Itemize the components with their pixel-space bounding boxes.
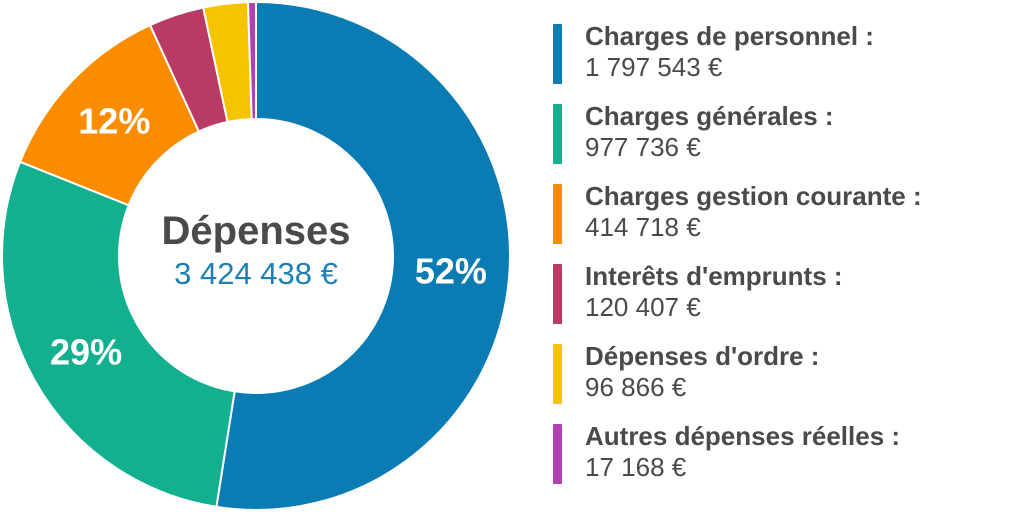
donut-slice-1	[1, 160, 236, 509]
center-total: 3 424 438 €	[174, 256, 338, 291]
percent-label-2: 12%	[78, 100, 150, 141]
donut-slices	[1, 0, 511, 511]
percent-label-0: 52%	[415, 250, 487, 291]
legend-item-charges-generales: Charges générales : 977 736 €	[553, 100, 1013, 164]
legend-item-charges-personnel: Charges de personnel : 1 797 543 €	[553, 20, 1013, 84]
legend-swatch	[553, 104, 562, 164]
donut-slice-5	[246, 0, 257, 121]
donut-slice-0	[215, 0, 511, 511]
legend-swatch	[553, 264, 562, 324]
percent-label-1: 29%	[50, 332, 122, 373]
percent-labels: 52% 29% 12%	[50, 100, 487, 372]
legend-label: Charges gestion courante :	[585, 181, 922, 211]
center-title: Dépenses	[162, 209, 351, 253]
legend-label: Autres dépenses réelles :	[585, 421, 901, 451]
legend: Charges de personnel : 1 797 543 € Charg…	[553, 20, 1013, 500]
legend-swatch	[553, 344, 562, 404]
legend-label: Charges générales :	[585, 101, 834, 131]
legend-value: 120 407 €	[585, 292, 701, 322]
donut-chart: 52% 29% 12% Dépenses 3 424 438 €	[1, 0, 511, 511]
legend-item-autres-depenses: Autres dépenses réelles : 17 168 €	[553, 420, 1013, 484]
legend-label: Interêts d'emprunts :	[585, 261, 843, 291]
legend-swatch	[553, 24, 562, 84]
legend-label: Charges de personnel :	[585, 21, 874, 51]
legend-swatch	[553, 184, 562, 244]
legend-swatch	[553, 424, 562, 484]
legend-value: 1 797 543 €	[585, 52, 723, 82]
legend-value: 96 866 €	[585, 372, 687, 402]
legend-label: Dépenses d'ordre :	[585, 341, 820, 371]
donut-chart-svg: 52% 29% 12% Dépenses 3 424 438 €	[1, 0, 511, 511]
legend-value: 977 736 €	[585, 132, 701, 162]
legend-item-charges-gestion-courante: Charges gestion courante : 414 718 €	[553, 180, 1013, 244]
legend-value: 414 718 €	[585, 212, 701, 242]
legend-item-depenses-ordre: Dépenses d'ordre : 96 866 €	[553, 340, 1013, 404]
legend-item-interets-emprunts: Interêts d'emprunts : 120 407 €	[553, 260, 1013, 324]
legend-value: 17 168 €	[585, 452, 687, 482]
